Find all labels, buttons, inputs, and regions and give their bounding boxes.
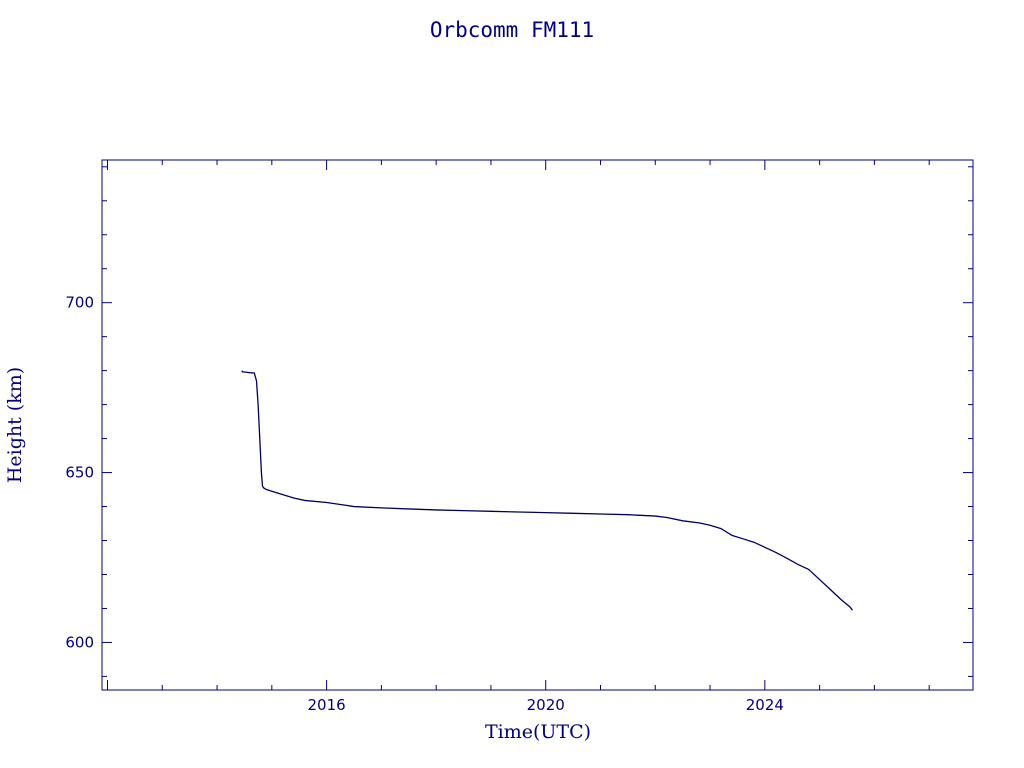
x-axis-label: Time(UTC) xyxy=(485,721,591,743)
x-axis-tick-labels: 2016 2020 2024 xyxy=(308,696,784,714)
y-axis-tick-labels: 600 650 700 xyxy=(65,294,94,652)
x-tick-label: 2016 xyxy=(308,696,346,714)
x-tick-label: 2024 xyxy=(746,696,784,714)
x-tick-label: 2020 xyxy=(527,696,565,714)
y-axis-label: Height (km) xyxy=(4,367,26,483)
y-tick-label: 650 xyxy=(65,464,94,482)
y-axis-ticks xyxy=(102,166,973,677)
y-tick-label: 700 xyxy=(65,294,94,312)
plot-frame xyxy=(101,159,974,691)
chart-title: Orbcomm FM111 xyxy=(430,18,594,42)
y-tick-label: 600 xyxy=(65,633,94,651)
x-axis-ticks xyxy=(106,160,930,690)
height-series-line xyxy=(241,370,853,611)
